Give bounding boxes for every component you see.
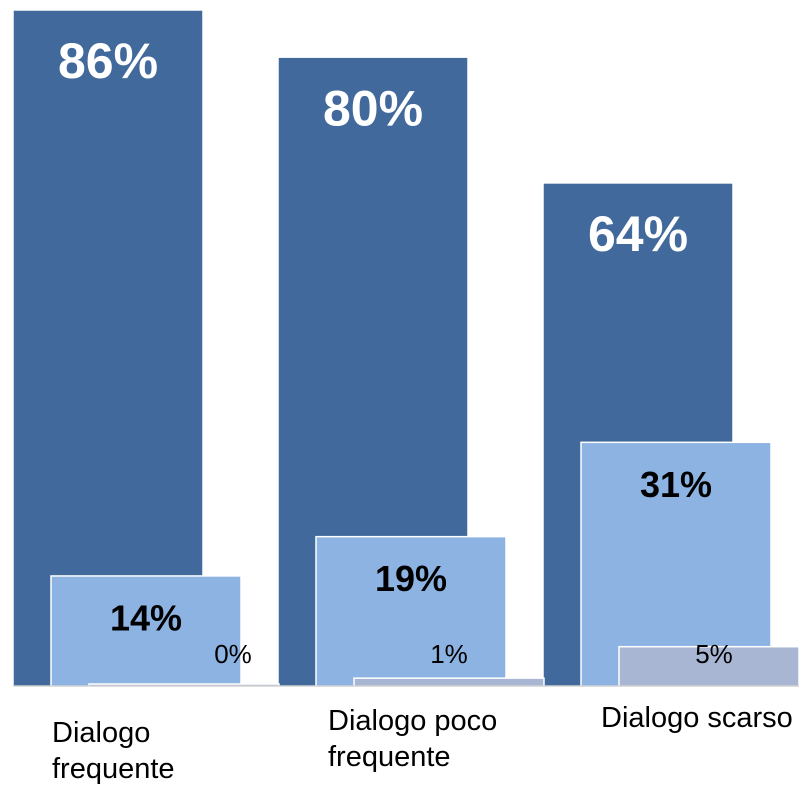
bar: [315, 535, 507, 687]
value-label: 80%: [323, 80, 423, 136]
value-label: 64%: [588, 206, 688, 262]
value-label: 0%: [214, 639, 252, 669]
value-label: 5%: [695, 639, 733, 669]
bar: [353, 677, 545, 687]
value-label: 86%: [58, 33, 158, 89]
bar: [50, 575, 242, 687]
category-label: Dialogo scarso: [601, 702, 793, 734]
value-label: 14%: [110, 597, 182, 638]
value-label: 31%: [640, 464, 712, 505]
bar: [618, 645, 799, 687]
category-label: Dialogo poco frequente: [328, 705, 498, 773]
bar: [580, 441, 772, 687]
value-label: 19%: [375, 558, 447, 599]
bar: [12, 9, 204, 687]
value-label: 1%: [430, 639, 468, 669]
category-label: Dialogo frequente: [52, 717, 175, 785]
